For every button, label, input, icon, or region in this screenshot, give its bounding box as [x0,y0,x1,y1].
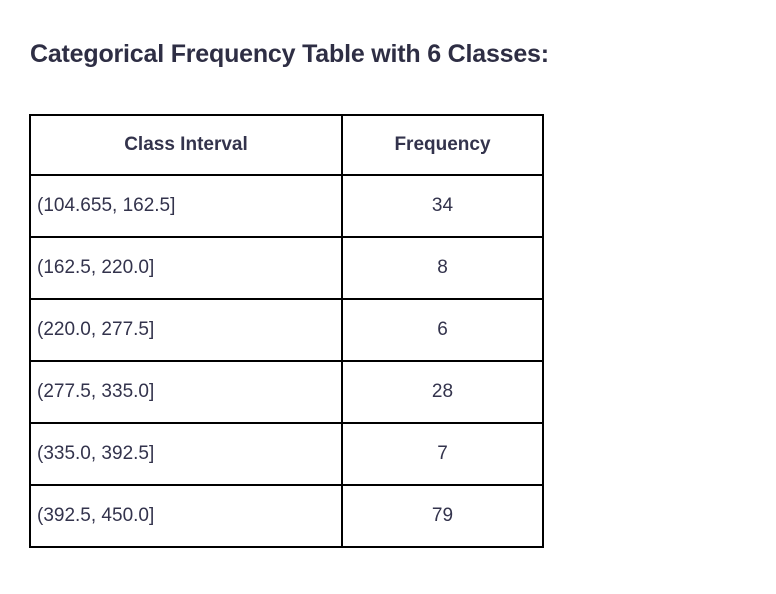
table-row: (392.5, 450.0] 79 [29,484,544,548]
table-row: (335.0, 392.5] 7 [29,422,544,486]
frequency-cell: 28 [341,360,544,424]
frequency-cell: 8 [341,236,544,300]
table-row: (104.655, 162.5] 34 [29,174,544,238]
table-row: (162.5, 220.0] 8 [29,236,544,300]
column-header-class-interval: Class Interval [29,114,343,176]
table-row: (220.0, 277.5] 6 [29,298,544,362]
table-header-row: Class Interval Frequency [29,114,544,176]
class-interval-cell: (104.655, 162.5] [29,174,343,238]
table-row: (277.5, 335.0] 28 [29,360,544,424]
class-interval-cell: (220.0, 277.5] [29,298,343,362]
frequency-cell: 6 [341,298,544,362]
class-interval-cell: (162.5, 220.0] [29,236,343,300]
frequency-table: Class Interval Frequency (104.655, 162.5… [29,114,544,548]
class-interval-cell: (277.5, 335.0] [29,360,343,424]
class-interval-cell: (392.5, 450.0] [29,484,343,548]
column-header-frequency: Frequency [341,114,544,176]
frequency-cell: 79 [341,484,544,548]
frequency-cell: 7 [341,422,544,486]
page-title: Categorical Frequency Table with 6 Class… [30,40,549,68]
class-interval-cell: (335.0, 392.5] [29,422,343,486]
frequency-cell: 34 [341,174,544,238]
